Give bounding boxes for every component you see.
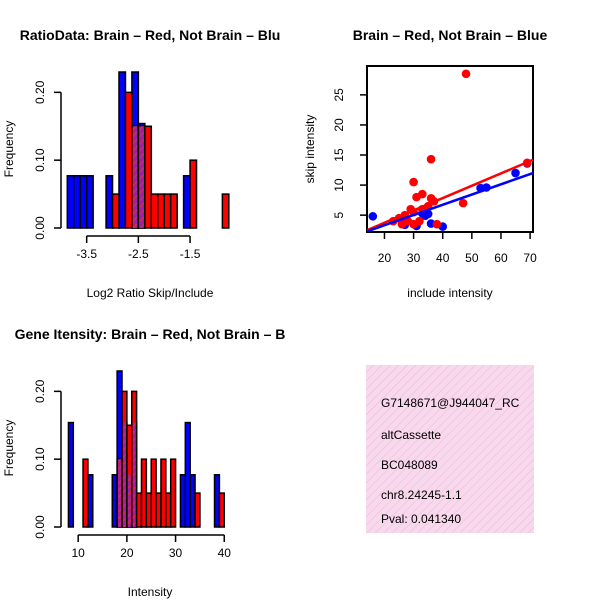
hist1-brain-bar-1 (124, 91, 133, 229)
scatter-brain-point-7 (458, 198, 468, 208)
hist3-not-brain-bar-0 (67, 421, 75, 528)
gene-intensity-title: Gene Itensity: Brain – Red, Not Brain – … (15, 326, 286, 342)
scatter-axes: 20 30 40 50 60 70 5 10 15 20 25 (332, 88, 537, 265)
hist1-not-brain-bar-1 (73, 175, 81, 229)
accession-text: BC048089 (381, 458, 438, 472)
hist3-x-tick-label-0: 10 (71, 546, 85, 560)
hist1-brain-bar-10 (221, 193, 230, 229)
scatter-brain-point-17 (397, 219, 407, 229)
gene-intensity-axes: 10 20 30 40 0.00 0.10 0.20 (33, 379, 231, 560)
scatter-x-tick-label-0: 20 (378, 251, 392, 265)
hist1-not-brain-bar-0 (66, 175, 75, 229)
hist3-brain-bar-12 (169, 458, 177, 528)
hist1-not-brain-bar-3 (85, 175, 94, 229)
scatter-brain-point-0 (461, 69, 471, 79)
hist3-overlap-bar-4 (132, 422, 136, 527)
scatter-y-tick-label-2: 15 (332, 148, 346, 162)
info-panel-background (366, 365, 534, 533)
hist1-brain-bar-5 (150, 193, 159, 229)
info-panel: G7148671@J944047_RC altCassette BC048089… (366, 365, 534, 533)
hist1-not-brain-bar-2 (79, 175, 88, 229)
hist1-not-brain-bar-4 (105, 175, 114, 229)
scatter-brain-point-2 (409, 177, 418, 187)
scatter-xlabel: include intensity (407, 286, 492, 300)
hist3-brain-bar-0 (82, 458, 89, 528)
scatter-marks (367, 69, 533, 232)
scatter-not-brain-fit-line (367, 171, 533, 232)
hist1-x-tick-label-2: -1.5 (180, 247, 201, 261)
hist1-x-tick-label-1: -2.5 (128, 247, 149, 261)
ratio-histogram-xlabel: Log2 Ratio Skip/Include (87, 286, 214, 300)
hist3-x-tick-label-2: 30 (169, 546, 183, 560)
hist1-overlap-bar-3 (139, 126, 144, 228)
ratio-histogram-panel: RatioData: Brain – Red, Not Brain – Blu … (2, 27, 280, 300)
scatter-y-tick-label-0: 5 (332, 212, 346, 219)
hist1-brain-bar-7 (163, 193, 172, 229)
gene-intensity-xlabel: Intensity (128, 585, 173, 599)
hist1-brain-bar-9 (189, 159, 198, 229)
scatter-y-tick-label-1: 10 (332, 178, 346, 192)
hist3-overlap-bar-2 (123, 422, 126, 527)
event-type-text: altCassette (381, 428, 441, 442)
scatter-brain-point-18 (409, 219, 418, 229)
hist1-brain-bar-4 (144, 125, 153, 229)
ratio-histogram-axes: -3.5 -2.5 -1.5 0.00 0.10 0.20 (33, 80, 201, 261)
pval-text: Pval: 0.041340 (381, 512, 461, 526)
hist3-x-tick-label-3: 40 (218, 546, 232, 560)
intensity-scatter-panel: Brain – Red, Not Brain – Blue 20 30 40 50 60… (303, 27, 547, 300)
hist1-y-tick-label-2: 0.20 (33, 80, 47, 104)
ratio-histogram-ylabel: Frequency (2, 121, 16, 178)
gene-intensity-ylabel: Frequency (2, 420, 16, 477)
hist3-overlap-bar-3 (127, 474, 131, 527)
hist1-brain-bar-0 (111, 193, 120, 229)
hist3-overlap-bar-1 (118, 459, 121, 527)
hist3-brain-bar-13 (194, 492, 201, 528)
scatter-brain-point-19 (432, 219, 442, 229)
scatter-brain-point-4 (418, 189, 427, 199)
hist3-brain-bar-14 (218, 492, 226, 528)
hist1-overlap-bar-2 (132, 126, 138, 228)
probe-id-text: G7148671@J944047_RC (381, 396, 520, 410)
scatter-not-brain-point-0 (368, 212, 378, 221)
scatter-not-brain-point-11 (511, 168, 520, 178)
hist1-not-brain-bar-5 (118, 71, 127, 229)
hist1-y-tick-label-1: 0.10 (33, 148, 47, 172)
hist1-x-tick-label-0: -3.5 (76, 247, 97, 261)
scatter-title: Brain – Red, Not Brain – Blue (353, 27, 548, 43)
scatter-x-tick-label-2: 40 (436, 251, 450, 265)
hist1-not-brain-bar-8 (182, 175, 191, 229)
gene-intensity-bars (67, 370, 226, 528)
ratio-histogram-title: RatioData: Brain – Red, Not Brain – Blu (20, 27, 281, 43)
gene-intensity-histogram-panel: Gene Itensity: Brain – Red, Not Brain – … (2, 326, 285, 599)
hist3-x-tick-label-1: 20 (120, 546, 134, 560)
hist3-y-tick-label-1: 0.10 (33, 447, 47, 471)
scatter-x-tick-label-3: 50 (465, 251, 479, 265)
hist1-brain-bar-6 (157, 193, 165, 229)
scatter-x-tick-label-5: 70 (523, 251, 537, 265)
ratio-histogram-bars (66, 71, 230, 229)
scatter-brain-fit-line (367, 158, 533, 232)
locus-text: chr8.24245-1.1 (381, 488, 462, 502)
hist1-brain-bar-8 (169, 193, 178, 229)
scatter-y-tick-label-3: 20 (332, 118, 346, 132)
scatter-x-tick-label-1: 30 (407, 251, 421, 265)
scatter-plot-box (366, 65, 534, 233)
hist3-y-tick-label-2: 0.20 (33, 379, 47, 403)
scatter-y-tick-label-4: 25 (332, 88, 346, 102)
hist3-y-tick-label-0: 0.00 (33, 515, 47, 539)
scatter-ylabel: skip intensity (303, 115, 317, 184)
hist1-y-tick-label-0: 0.00 (33, 216, 47, 240)
scatter-inner (367, 69, 533, 232)
scatter-x-tick-label-4: 60 (494, 251, 508, 265)
scatter-brain-point-1 (426, 154, 436, 164)
